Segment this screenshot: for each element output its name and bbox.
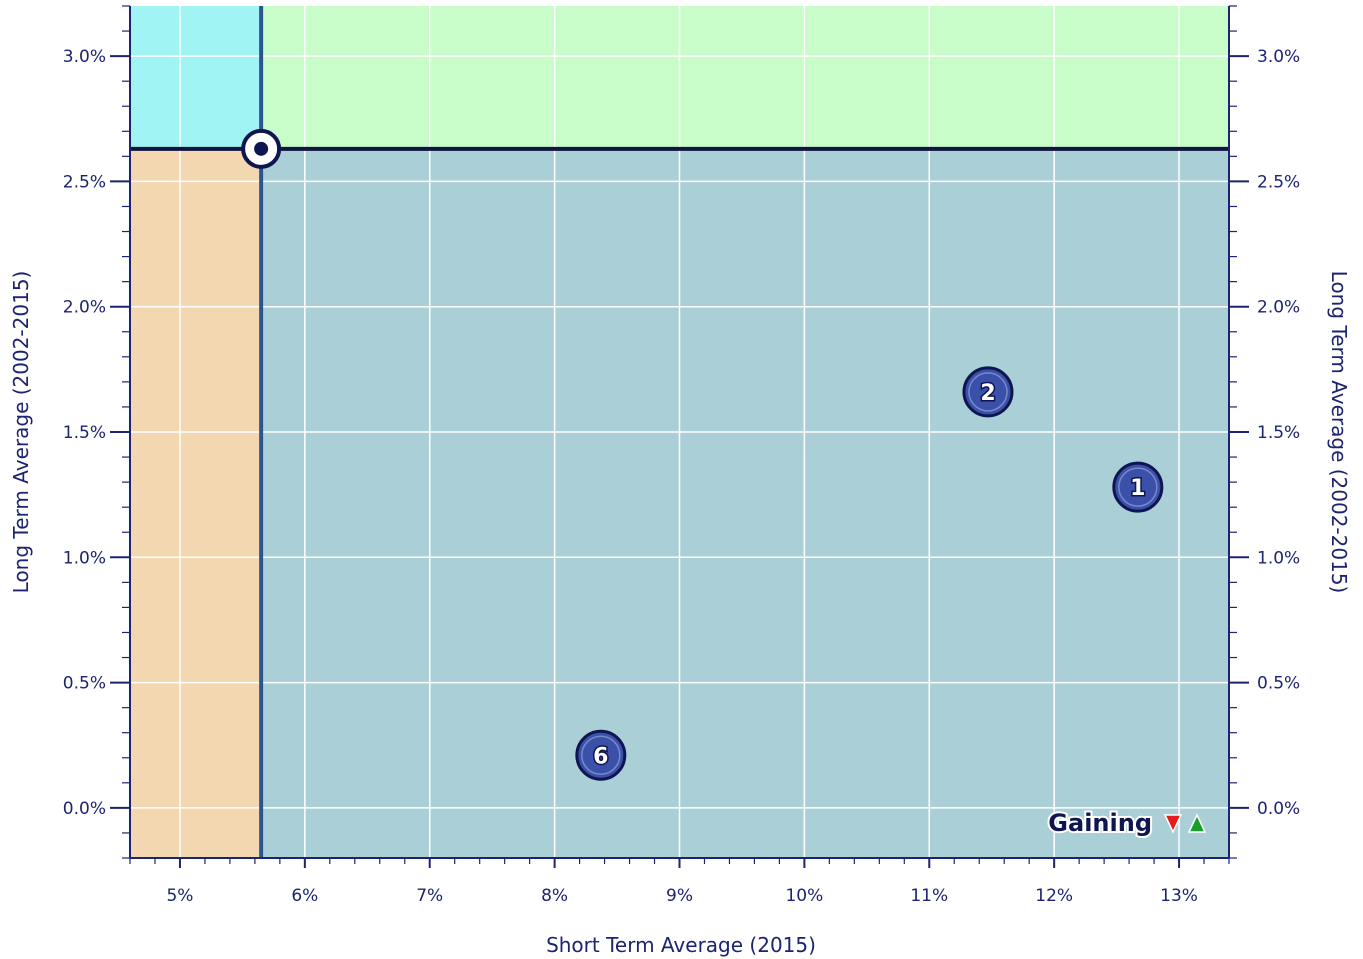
- data-point-marker: [1112, 461, 1164, 513]
- x-tick-label: 9%: [666, 886, 693, 906]
- x-tick-label: 13%: [1160, 886, 1198, 906]
- y-tick-label-left: 2.5%: [63, 172, 106, 192]
- data-point-marker: [962, 366, 1014, 418]
- y-tick-label-right: 1.5%: [1257, 423, 1300, 443]
- data-point-label: 1: [1130, 476, 1145, 501]
- y-tick-label-left: 1.0%: [63, 548, 106, 568]
- quadrant-bottom-right: [261, 148, 1229, 858]
- data-point-marker: [575, 729, 627, 781]
- y-tick-label-left: 3.0%: [63, 47, 106, 67]
- y-tick-label-right: 1.0%: [1257, 548, 1300, 568]
- x-tick-label: 5%: [166, 886, 193, 906]
- data-point-highlight: [968, 372, 1008, 412]
- reference-marker-center: [254, 141, 269, 156]
- x-tick-label: 7%: [416, 886, 443, 906]
- y-axis-ticks: 0.0% 0.0% 0.5% 0.5% 1.0% 1.0% 1.5% 1.5% 2.0% 2.0%…: [63, 5, 1300, 859]
- data-point-label: 6: [593, 744, 608, 769]
- y-tick-label-left: 2.0%: [63, 298, 106, 318]
- data-point-highlight: [1118, 467, 1158, 507]
- x-tick-label: 10%: [785, 886, 823, 906]
- legend-gaining-label: Gaining: [1048, 809, 1152, 837]
- y-tick-label-left: 0.5%: [63, 674, 106, 694]
- data-point: 6: [575, 729, 627, 781]
- x-tick-label: 6%: [291, 886, 318, 906]
- quadrant-bottom-left: [130, 148, 262, 858]
- x-tick-label: 8%: [541, 886, 568, 906]
- y-tick-label-left: 1.5%: [63, 423, 106, 443]
- y-axis-title-left: Long Term Average (2002-2015): [9, 271, 33, 594]
- quadrant-top-right: [261, 6, 1229, 149]
- y-tick-label-right: 0.5%: [1257, 674, 1300, 694]
- data-point: 2: [962, 366, 1014, 418]
- x-axis-ticks: 5% 6% 7% 8% 9% 10% 11% 12% 13%: [129, 858, 1230, 906]
- y-tick-label-right: 2.5%: [1257, 172, 1300, 192]
- x-tick-label: 12%: [1035, 886, 1073, 906]
- y-axis-title-right: Long Term Average (2002-2015): [1327, 271, 1351, 594]
- quadrant-top-left: [130, 6, 262, 149]
- grid-lines: [130, 6, 1229, 858]
- data-points: 1 2 6: [241, 128, 1164, 781]
- y-tick-label-right: 0.0%: [1257, 799, 1300, 819]
- y-tick-label-right: 2.0%: [1257, 298, 1300, 318]
- arrow-up-icon: [1187, 813, 1207, 833]
- x-tick-label: 11%: [910, 886, 948, 906]
- quadrant-backgrounds: [130, 6, 1229, 858]
- data-point-highlight: [581, 735, 621, 776]
- data-point: 1: [1112, 461, 1164, 513]
- y-tick-label-right: 3.0%: [1257, 47, 1300, 67]
- legend: Gaining: [1046, 807, 1207, 839]
- arrow-down-icon: [1163, 814, 1183, 834]
- y-tick-label-left: 0.0%: [63, 799, 106, 819]
- data-point-label: 2: [980, 381, 995, 406]
- x-axis-title: Short Term Average (2015): [546, 933, 816, 957]
